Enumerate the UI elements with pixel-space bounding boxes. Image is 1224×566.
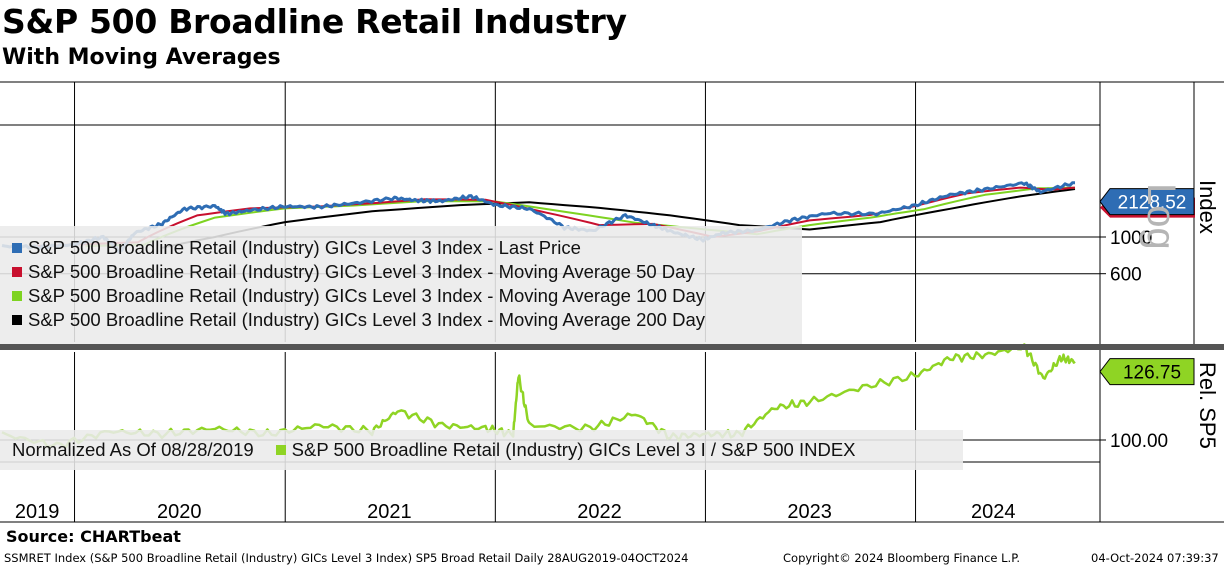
x-tick-label-2020: 2020: [157, 501, 202, 523]
series-last-price: [1, 181, 1075, 254]
legend-label-ma100: S&P 500 Broadline Retail (Industry) GICs…: [28, 285, 705, 306]
legend-top: S&P 500 Broadline Retail (Industry) GICs…: [0, 226, 802, 344]
scale-label-log: Log: [1139, 183, 1183, 250]
legend-label-ma200: S&P 500 Broadline Retail (Industry) GICs…: [28, 309, 705, 330]
legend-swatch-ma200: [12, 315, 22, 325]
series-relative: [1, 343, 1076, 449]
legend-swatch-ma100: [12, 291, 22, 301]
relative-current-tag: [1099, 358, 1195, 386]
price-current-tag-label: 2128.52: [1118, 193, 1187, 214]
axis-layer: 1000 600 100.00 2128.52 126.75 Index Log Rel. S…: [0, 81, 1224, 523]
legend-item-last-price: S&P 500 Broadline Retail (Industry) GICs…: [12, 236, 802, 260]
legend-item-ma100: S&P 500 Broadline Retail (Industry) GICs…: [12, 284, 802, 308]
legend-bottom: Normalized As Of 08/28/2019 S&P 500 Broa…: [0, 430, 963, 470]
series-ma100: [85, 186, 1075, 248]
legend-item-relative: Normalized As Of 08/28/2019 S&P 500 Broa…: [12, 438, 963, 462]
axis-label-rel: Rel. SP5: [1195, 362, 1220, 449]
legend-item-ma200: S&P 500 Broadline Retail (Industry) GICs…: [12, 308, 802, 332]
x-tick-label-2023: 2023: [787, 501, 832, 523]
ytick-label-rel: 100.00: [1110, 431, 1168, 452]
panel-divider: [0, 344, 1224, 350]
legend-swatch-last-price: [12, 243, 22, 253]
axis-label-index: Index: [1195, 180, 1220, 234]
normalized-note: Normalized As Of 08/28/2019: [12, 439, 254, 460]
footer-ticker-info: SSMRET Index (S&P 500 Broadline Retail (…: [4, 551, 689, 565]
x-tick-label-2019: 2019: [15, 501, 60, 523]
footer-timestamp: 04-Oct-2024 07:39:37: [1091, 551, 1219, 565]
x-tick-label-2021: 2021: [367, 501, 412, 523]
legend-label-ma50: S&P 500 Broadline Retail (Industry) GICs…: [28, 261, 695, 282]
legend-label-relative: S&P 500 Broadline Retail (Industry) GICs…: [291, 439, 856, 460]
ytick-label-price: 600: [1110, 265, 1142, 286]
x-tick-label-2022: 2022: [577, 501, 622, 523]
chart-title: S&P 500 Broadline Retail Industry: [2, 2, 627, 41]
legend-swatch-relative: [275, 445, 286, 455]
ytick-label-price: 1000: [1110, 228, 1152, 249]
footer-copyright: Copyright© 2024 Bloomberg Finance L.P.: [783, 551, 1020, 565]
relative-current-tag-label: 126.75: [1123, 363, 1181, 384]
source-note: Source: CHARTbeat: [6, 527, 181, 546]
legend-item-ma50: S&P 500 Broadline Retail (Industry) GICs…: [12, 260, 802, 284]
chart-subtitle: With Moving Averages: [2, 45, 281, 70]
legend-label-last-price: S&P 500 Broadline Retail (Industry) GICs…: [28, 237, 581, 258]
series-ma200: [161, 188, 1076, 249]
series-layer: [1, 181, 1076, 449]
legend-swatch-ma50: [12, 267, 22, 277]
x-tick-label-2024: 2024: [971, 501, 1016, 523]
price-current-tag: [1099, 188, 1195, 216]
